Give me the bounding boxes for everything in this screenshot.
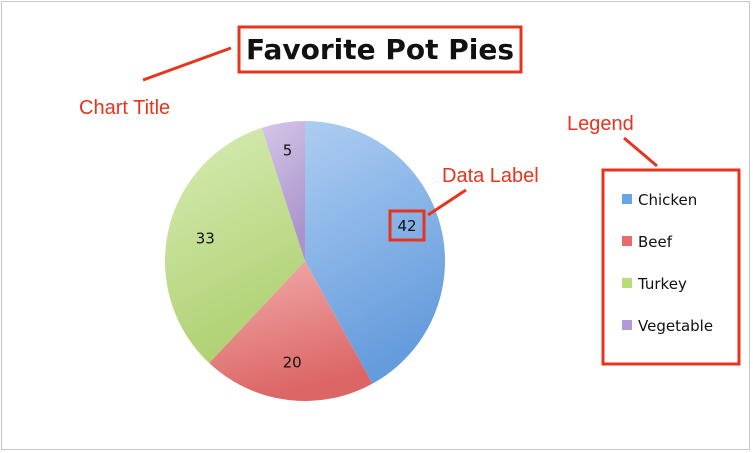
legend: Chicken Beef Turkey Vegetable xyxy=(622,191,713,335)
legend-label-chicken: Chicken xyxy=(638,191,697,209)
data-label-arrow xyxy=(428,190,466,215)
data-label-vegetable: 5 xyxy=(283,141,293,159)
chart-title-arrow xyxy=(143,48,231,80)
legend-label-turkey: Turkey xyxy=(637,275,687,293)
annotation-chart-title: Chart Title xyxy=(79,97,170,119)
legend-swatch-beef xyxy=(622,236,632,246)
legend-label-beef: Beef xyxy=(638,233,673,251)
pie-slices xyxy=(165,121,445,401)
chart-title: Favorite Pot Pies xyxy=(246,33,514,66)
annotation-data-label: Data Label xyxy=(442,165,539,187)
legend-swatch-vegetable xyxy=(622,320,632,330)
data-label-chicken: 42 xyxy=(397,217,416,235)
legend-swatch-chicken xyxy=(622,194,632,204)
legend-label-vegetable: Vegetable xyxy=(638,317,713,335)
annotation-legend: Legend xyxy=(567,113,634,135)
legend-swatch-turkey xyxy=(622,278,632,288)
legend-arrow xyxy=(624,138,657,166)
data-label-beef: 20 xyxy=(283,353,302,371)
data-label-turkey: 33 xyxy=(196,230,215,248)
